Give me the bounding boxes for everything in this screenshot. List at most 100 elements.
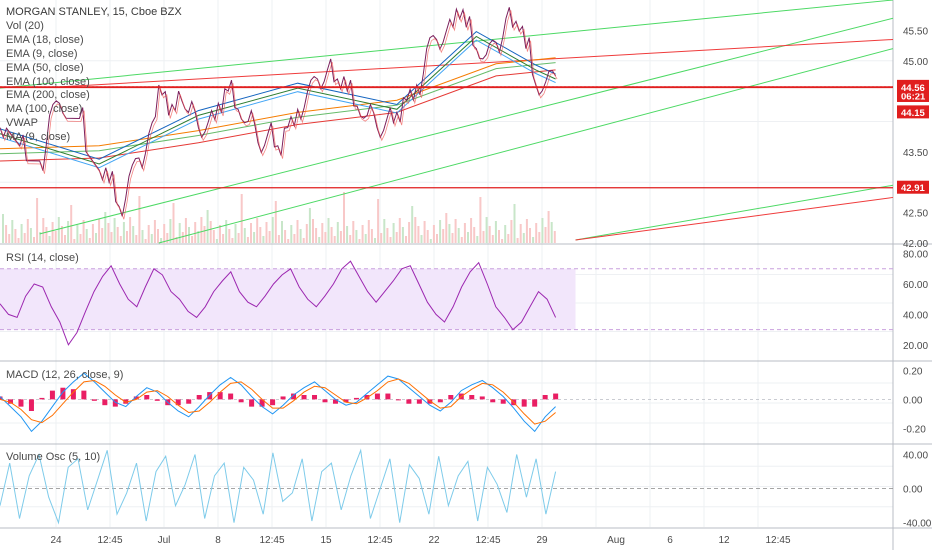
trend-line-green [575,184,894,241]
macd-histogram-bar [406,399,412,404]
rsi-band [0,268,576,330]
macd-histogram-bar [259,399,265,407]
volume-bar [491,235,494,243]
volume-bar [191,236,194,243]
volume-bar [383,219,386,243]
volume-bar [246,237,249,243]
volume-bar [20,224,23,243]
volume-bar [181,232,184,243]
volume-bar [281,221,283,243]
macd-pane [0,372,893,433]
legend-item-ema18[interactable]: EMA (18, close) [6,33,84,46]
volume-bar [39,232,42,243]
ma9-line [1,10,558,220]
volume-osc-title[interactable]: Volume Osc (5, 10) [6,451,101,463]
legend-item-ema9[interactable]: EMA (9, close) [6,47,78,60]
volume-bar [17,238,20,243]
volume-osc-tick-label: -40.00 [903,519,932,530]
volume-bar [8,234,11,243]
macd-histogram-bar [312,395,318,400]
volume-bar [302,238,305,243]
volume-bar [501,239,504,243]
volume-bar [420,235,423,243]
macd-histogram-bar [144,395,150,400]
indicator-legend: MORGAN STANLEY, 15, Cboe BZX Vol (20) EM… [6,6,182,145]
volume-bar [454,219,457,243]
price-tag [897,80,929,94]
volume-bar [119,236,122,243]
macd-histogram-bar [228,393,234,400]
trend-line-green [158,48,894,244]
volume-bar [48,236,51,243]
volume-bar [504,225,507,243]
volume-bar [113,218,116,243]
macd-histogram-bar [490,399,496,403]
rsi-pane [0,260,893,346]
volume-bar [423,221,426,243]
volume-bar [51,222,54,243]
volume-bar [293,234,296,243]
volume-bar [160,238,163,243]
volume-bar [222,234,225,243]
volume-bar [150,234,153,243]
time-tick-label: 12:45 [475,535,500,546]
rsi-title[interactable]: RSI (14, close) [6,252,79,264]
macd-histogram-bar [427,399,433,404]
volume-bar [70,205,73,243]
volume-bar [519,224,522,243]
volume-bar [346,226,349,243]
price-tag-label: 44.56 [901,83,925,94]
macd-histogram-bar [102,399,108,406]
volume-bar [107,223,110,243]
moving-average-line [0,62,556,155]
legend-item-vwap[interactable]: VWAP [6,117,38,130]
legend-item-ma100[interactable]: MA (100, close) [6,103,83,116]
volume-bar [54,231,57,243]
volume-bar [268,231,271,243]
volume-bar [163,224,166,243]
volume-bar [212,230,215,243]
legend-item-ema100[interactable]: EMA (100, close) [6,75,90,88]
volume-bar [367,220,370,243]
volume-bar [532,237,535,243]
macd-histogram-bar [332,399,338,404]
price-series [0,7,558,220]
legend-item-ma9[interactable]: MA (9, close) [6,131,71,144]
volume-bar [209,221,212,243]
moving-average-line [0,30,556,160]
volume-bar [29,228,32,243]
macd-histogram-bar [553,393,559,400]
volume-bar [321,223,324,243]
volume-bar [414,217,417,243]
price-line [0,7,557,217]
legend-item-ema50[interactable]: EMA (50, close) [6,61,84,74]
volume-bar [315,228,318,243]
volume-bar [324,232,327,243]
macd-histogram-bar [364,395,370,400]
price-tick-label: 45.50 [903,26,928,37]
price-tag [897,180,929,194]
volume-bar [442,229,445,243]
legend-item-vol[interactable]: Vol (20) [6,19,44,32]
volume-bar [529,228,531,243]
volume-bar [333,236,336,243]
macd-histogram-bar [374,393,380,400]
volume-bar [488,226,491,243]
macd-histogram-bar [70,389,76,400]
volume-bar [389,237,392,243]
volume-bar [110,232,113,243]
macd-title[interactable]: MACD (12, 26, close, 9) [6,369,124,381]
volume-bar [358,239,361,243]
volume-bar [157,229,159,243]
volume-bar [498,230,500,243]
legend-item-ema200[interactable]: EMA (200, close) [6,89,90,102]
chart-title: MORGAN STANLEY, 15, Cboe BZX [6,6,182,18]
volume-bar [513,204,516,243]
volume-bar [2,214,4,243]
volume-bar [485,217,488,243]
volume-bar [349,235,352,243]
volume-bar [411,206,414,243]
volume-bar [544,227,547,243]
volume-bar [284,230,287,243]
